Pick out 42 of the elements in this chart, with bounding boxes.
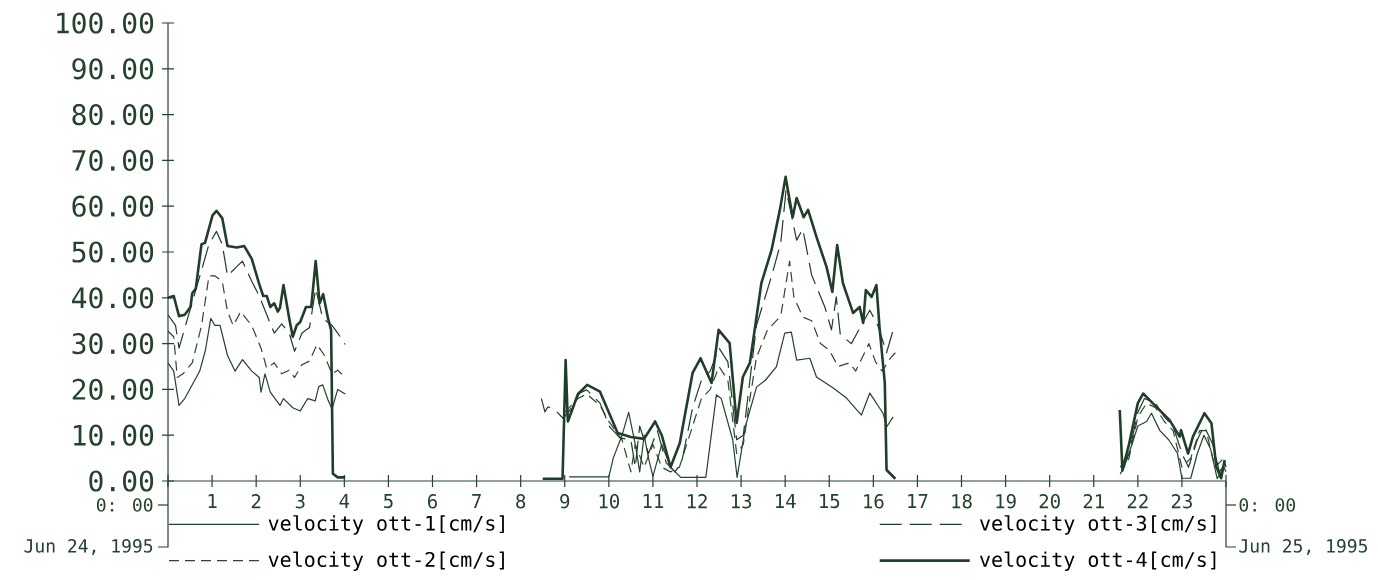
x-tick-label: 2 bbox=[251, 494, 261, 509]
legend-label: velocity ott-1[cm/s] bbox=[268, 515, 504, 535]
legend-label: velocity ott-2[cm/s] bbox=[268, 551, 504, 571]
y-tick-label: 0.00 bbox=[89, 470, 154, 492]
text: 0: 00 bbox=[96, 498, 153, 512]
x-tick-label: 23 bbox=[1171, 494, 1192, 509]
x-tick-label: 4 bbox=[339, 494, 350, 508]
x-tick-label: 18 bbox=[952, 494, 972, 509]
x-tick-label: 20 bbox=[1039, 494, 1060, 509]
text: Jun 24, 1995 bbox=[24, 539, 153, 555]
x-tick-label: 11 bbox=[643, 494, 664, 508]
y-tick-label: 50.00 bbox=[72, 241, 154, 263]
text: 0: 00 bbox=[1239, 498, 1295, 512]
x-tick-label: 19 bbox=[996, 494, 1016, 509]
legend-label: velocity ott-3[cm/s] bbox=[979, 515, 1216, 535]
text: Jun 25, 1995 bbox=[1239, 539, 1368, 555]
y-tick-label: 20.00 bbox=[72, 378, 154, 400]
x-tick-label: 5 bbox=[384, 494, 393, 509]
y-tick-label: 60.00 bbox=[72, 195, 154, 217]
x-tick-label: 1 bbox=[208, 494, 217, 508]
x-tick-label: 12 bbox=[687, 494, 707, 509]
x-tick-label: 13 bbox=[731, 494, 752, 509]
y-tick-label: 100.00 bbox=[57, 12, 154, 34]
x-tick-label: 22 bbox=[1127, 494, 1148, 509]
x-tick-label: 9 bbox=[560, 494, 570, 509]
x-tick-label: 15 bbox=[820, 494, 840, 509]
x-tick-label: 8 bbox=[516, 494, 526, 509]
x-tick-label: 6 bbox=[428, 494, 437, 509]
x-tick-label: 21 bbox=[1083, 494, 1104, 509]
y-tick-label: 80.00 bbox=[72, 104, 154, 126]
x-tick-label: 10 bbox=[599, 494, 620, 509]
y-tick-label: 70.00 bbox=[72, 149, 154, 171]
legend-label: velocity ott-4[cm/s] bbox=[979, 551, 1216, 571]
y-tick-label: 40.00 bbox=[72, 287, 154, 309]
x-tick-label: 17 bbox=[908, 494, 928, 508]
y-tick-label: 10.00 bbox=[74, 424, 154, 446]
x-tick-label: 16 bbox=[864, 494, 884, 509]
y-tick-label: 30.00 bbox=[72, 333, 154, 355]
x-tick-label: 3 bbox=[295, 494, 305, 509]
x-tick-label: 14 bbox=[776, 494, 796, 508]
y-tick-label: 90.00 bbox=[72, 58, 154, 80]
x-tick-label: 7 bbox=[472, 494, 481, 508]
